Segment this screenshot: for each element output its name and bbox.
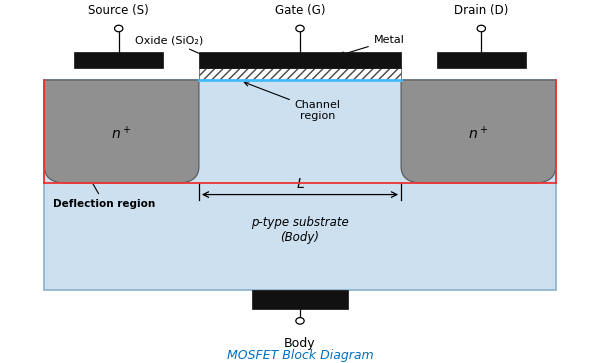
Text: $L$: $L$ [296,177,304,191]
Text: Drain (D): Drain (D) [454,4,508,17]
Bar [44,80,556,290]
Circle shape [477,25,485,32]
Text: Body: Body [284,337,316,350]
Bar [253,290,347,309]
Text: $n^+$: $n^+$ [112,125,132,142]
Text: Gate (G): Gate (G) [275,4,325,17]
Bar [437,52,526,68]
Text: Channel
region: Channel region [244,82,341,121]
Bar [199,68,401,80]
Bar [199,52,401,68]
PathPatch shape [44,80,199,183]
Circle shape [296,25,304,32]
Text: Oxide (SiO₂): Oxide (SiO₂) [135,35,243,73]
Text: Metal: Metal [340,35,404,56]
Text: MOSFET Block Diagram: MOSFET Block Diagram [227,349,373,362]
Circle shape [296,318,304,324]
PathPatch shape [401,80,556,183]
Circle shape [115,25,123,32]
Text: p-type substrate
(Body): p-type substrate (Body) [251,216,349,244]
Text: $n^+$: $n^+$ [468,125,488,142]
Bar [74,52,163,68]
Text: Source (S): Source (S) [88,4,149,17]
Text: Deflection region: Deflection region [53,170,155,209]
